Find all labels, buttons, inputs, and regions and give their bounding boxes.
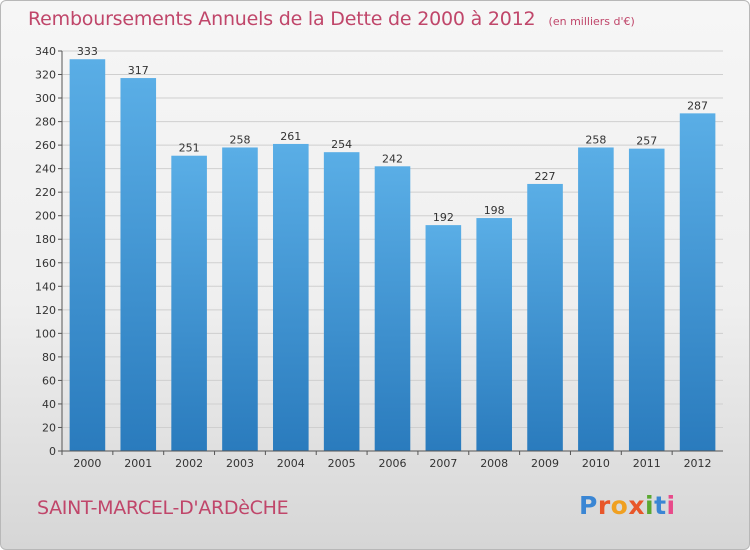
y-tick-label: 60 <box>42 374 56 387</box>
bar <box>679 113 716 452</box>
labels: 0 20 40 60 80 100 120 140 160 180 200 220 240 260 280 3… <box>35 45 712 470</box>
y-tick-label: 260 <box>35 139 56 152</box>
data-label: 198 <box>484 204 505 217</box>
bar <box>171 155 207 452</box>
logo-letter: i <box>666 491 676 520</box>
data-label: 258 <box>585 133 606 146</box>
data-label: 287 <box>687 99 708 112</box>
bar <box>527 183 563 452</box>
logo-letter: t <box>654 491 667 520</box>
proxiti-logo: Proxiti <box>579 491 676 520</box>
y-tick-label: 320 <box>35 69 56 82</box>
y-tick-label: 20 <box>42 421 56 434</box>
y-tick-label: 160 <box>35 257 56 270</box>
x-tick-label: 2006 <box>379 457 407 470</box>
y-tick-label: 80 <box>42 351 56 364</box>
data-label: 261 <box>280 130 301 143</box>
data-label: 251 <box>179 142 200 155</box>
data-label: 257 <box>636 135 657 148</box>
x-tick-label: 2005 <box>328 457 356 470</box>
x-tick-label: 2007 <box>429 457 457 470</box>
x-tick-label: 2012 <box>684 457 712 470</box>
x-tick-label: 2010 <box>582 457 610 470</box>
x-tick-label: 2000 <box>73 457 101 470</box>
data-label: 258 <box>229 133 250 146</box>
x-tick-label: 2011 <box>633 457 661 470</box>
data-label: 333 <box>77 45 98 58</box>
bar <box>476 218 512 451</box>
axes <box>58 50 723 455</box>
y-tick-label: 340 <box>35 45 56 58</box>
y-tick-label: 220 <box>35 186 56 199</box>
bar <box>374 166 411 451</box>
bars <box>69 59 716 452</box>
data-label: 227 <box>535 170 556 183</box>
bar <box>628 148 665 451</box>
data-label: 254 <box>331 138 352 151</box>
x-tick-label: 2004 <box>277 457 305 470</box>
bar <box>120 78 157 451</box>
x-tick-label: 2001 <box>124 457 152 470</box>
x-tick-label: 2008 <box>480 457 508 470</box>
data-label: 317 <box>128 64 149 77</box>
data-label: 242 <box>382 152 403 165</box>
commune-name: SAINT-MARCEL-D'ARDèCHE <box>37 497 289 519</box>
x-tick-label: 2002 <box>175 457 203 470</box>
x-tick-label: 2003 <box>226 457 254 470</box>
bar <box>425 225 462 451</box>
data-label: 192 <box>433 211 454 224</box>
logo-letter: x <box>628 491 645 520</box>
bar <box>578 147 614 451</box>
logo-letter: P <box>579 491 598 520</box>
y-tick-label: 0 <box>49 445 56 458</box>
y-tick-label: 140 <box>35 280 56 293</box>
bar <box>69 59 106 452</box>
y-tick-label: 200 <box>35 210 56 223</box>
bar <box>222 147 258 451</box>
y-tick-label: 100 <box>35 327 56 340</box>
chart-subtitle: (en milliers d'€) <box>548 15 635 28</box>
logo-letter: i <box>645 491 655 520</box>
y-tick-label: 280 <box>35 116 56 129</box>
bar <box>323 152 360 452</box>
chart-title-row: Remboursements Annuels de la Dette de 20… <box>28 8 635 30</box>
logo-letter: r <box>597 491 611 520</box>
logo-letter: o <box>610 491 629 520</box>
bar <box>273 143 309 452</box>
y-tick-label: 180 <box>35 233 56 246</box>
chart-title: Remboursements Annuels de la Dette de 20… <box>28 8 536 30</box>
y-tick-label: 40 <box>42 398 56 411</box>
y-tick-label: 300 <box>35 92 56 105</box>
y-tick-label: 120 <box>35 304 56 317</box>
y-tick-label: 240 <box>35 163 56 176</box>
x-tick-label: 2009 <box>531 457 559 470</box>
